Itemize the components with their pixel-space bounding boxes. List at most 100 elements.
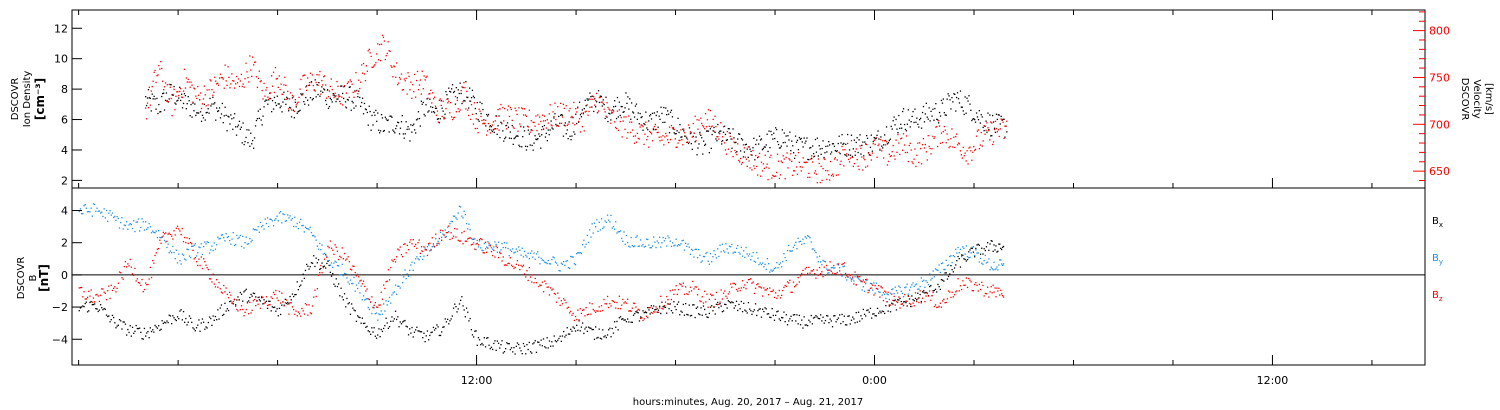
velocity-point: [289, 92, 292, 94]
velocity-point: [274, 67, 277, 69]
bz-point: [687, 293, 689, 296]
density-point: [714, 131, 716, 133]
bz-point: [371, 296, 373, 298]
bz-point: [334, 244, 336, 246]
bz-point: [771, 290, 773, 293]
bz-point: [897, 301, 899, 304]
bz-point: [531, 281, 533, 283]
bz-point: [542, 291, 545, 293]
density-point: [801, 141, 803, 143]
bz-point: [366, 288, 368, 290]
bx-point: [409, 328, 411, 330]
by-point: [600, 218, 603, 220]
bx-point: [223, 313, 225, 316]
by-point: [539, 263, 541, 265]
velocity-point: [353, 96, 355, 98]
velocity-point: [920, 163, 923, 165]
bx-point: [502, 352, 504, 354]
velocity-point: [194, 88, 196, 90]
velocity-point: [893, 155, 895, 157]
bx-point: [685, 303, 687, 305]
bx-point: [959, 266, 962, 268]
bx-point: [255, 296, 257, 298]
bz-point: [507, 262, 509, 264]
velocity-point: [745, 158, 747, 160]
density-point: [368, 105, 370, 107]
bz-point: [722, 292, 725, 294]
velocity-point: [927, 135, 929, 137]
density-point: [478, 120, 480, 122]
density-point: [919, 119, 921, 121]
velocity-point: [398, 76, 401, 79]
bx-point: [301, 280, 303, 282]
density-point: [422, 101, 424, 104]
by-point: [547, 259, 549, 262]
bx-point: [929, 285, 931, 288]
density-point: [667, 110, 669, 112]
density-point: [587, 99, 589, 101]
by-point: [744, 256, 746, 259]
by-point: [435, 238, 437, 240]
bz-point: [600, 305, 603, 307]
velocity-point: [610, 122, 612, 124]
velocity-point: [934, 136, 936, 138]
bx-point: [216, 319, 218, 321]
density-point: [487, 113, 490, 116]
bz-point: [166, 240, 168, 242]
by-point: [842, 266, 844, 268]
bx-point: [956, 260, 958, 262]
bz-point: [300, 315, 302, 317]
bx-point: [854, 322, 856, 324]
bz-point: [353, 265, 355, 267]
bx-point: [439, 334, 442, 337]
by-point: [557, 264, 559, 266]
bx-point: [977, 243, 979, 245]
by-point: [940, 262, 943, 265]
bx-point: [985, 246, 988, 248]
density-point: [681, 136, 683, 138]
density-point: [359, 96, 361, 99]
by-point: [597, 230, 599, 232]
bottom-panel-points: [78, 203, 1005, 355]
bx-point: [718, 307, 720, 309]
by-point: [154, 232, 156, 234]
by-point: [454, 215, 456, 217]
bx-point: [920, 300, 922, 303]
bx-point: [508, 343, 510, 345]
by-point: [134, 230, 136, 233]
by-point: [97, 210, 99, 212]
by-point: [236, 234, 238, 237]
density-point: [902, 108, 905, 110]
bx-point: [916, 299, 918, 301]
by-point: [518, 246, 520, 248]
bz-point: [797, 277, 799, 279]
bx-point: [375, 337, 378, 339]
density-point: [431, 111, 433, 113]
velocity-point: [774, 175, 776, 178]
density-point: [967, 100, 969, 102]
bx-point: [997, 250, 999, 252]
bx-point: [342, 299, 344, 301]
velocity-point: [327, 96, 330, 98]
velocity-point: [795, 166, 798, 168]
by-point: [509, 249, 511, 251]
bx-point: [478, 339, 481, 341]
density-point: [391, 116, 393, 118]
by-point: [580, 252, 583, 255]
bz-point: [370, 301, 372, 303]
bz-point: [229, 291, 231, 293]
density-point: [374, 114, 376, 116]
by-point: [961, 255, 963, 258]
velocity-point: [387, 41, 389, 43]
by-point: [83, 205, 85, 207]
density-point: [361, 101, 363, 104]
density-point: [697, 147, 699, 149]
bz-point: [447, 231, 449, 234]
density-point: [495, 115, 497, 117]
density-point: [850, 134, 853, 136]
velocity-point: [898, 142, 900, 144]
bz-point: [512, 265, 514, 268]
by-point: [898, 285, 900, 287]
bz-point: [642, 319, 644, 322]
velocity-point: [946, 133, 948, 135]
